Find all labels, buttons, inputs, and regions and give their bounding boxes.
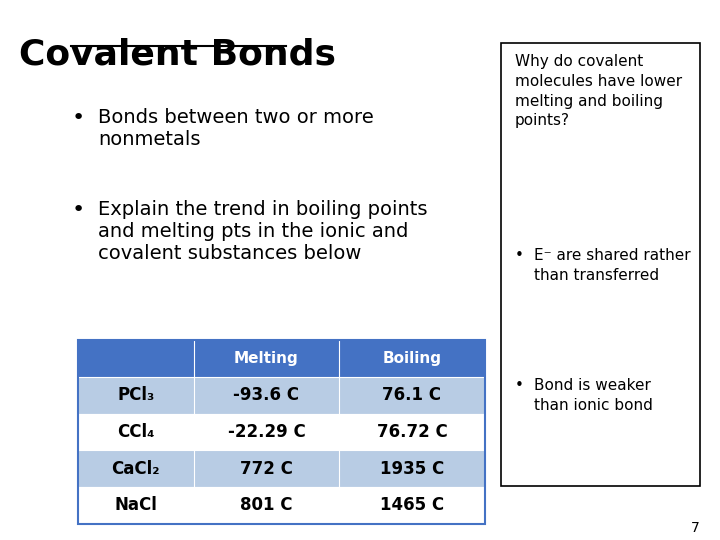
FancyBboxPatch shape [501, 43, 700, 486]
Text: 7: 7 [691, 521, 700, 535]
Text: CaCl₂: CaCl₂ [112, 460, 160, 478]
Text: •: • [71, 108, 84, 128]
FancyBboxPatch shape [78, 340, 485, 377]
Text: 76.72 C: 76.72 C [377, 423, 447, 441]
FancyBboxPatch shape [78, 450, 485, 487]
Text: Why do covalent
molecules have lower
melting and boiling
points?: Why do covalent molecules have lower mel… [515, 54, 682, 129]
Text: •: • [515, 378, 523, 393]
Text: Melting: Melting [234, 351, 299, 366]
Text: 1465 C: 1465 C [380, 496, 444, 515]
Text: 801 C: 801 C [240, 496, 293, 515]
Text: -22.29 C: -22.29 C [228, 423, 305, 441]
Text: •: • [515, 248, 523, 264]
Text: 1935 C: 1935 C [380, 460, 444, 478]
Text: Bond is weaker
than ionic bond: Bond is weaker than ionic bond [534, 378, 653, 413]
Text: NaCl: NaCl [114, 496, 157, 515]
Text: Explain the trend in boiling points
and melting pts in the ionic and
covalent su: Explain the trend in boiling points and … [98, 200, 427, 263]
Text: 76.1 C: 76.1 C [382, 386, 441, 404]
Text: Bonds between two or more
nonmetals: Bonds between two or more nonmetals [98, 108, 374, 149]
FancyBboxPatch shape [78, 487, 485, 524]
FancyBboxPatch shape [78, 414, 485, 450]
Text: E⁻ are shared rather
than transferred: E⁻ are shared rather than transferred [534, 248, 691, 283]
Text: Covalent Bonds: Covalent Bonds [19, 38, 336, 72]
Text: Boiling: Boiling [382, 351, 441, 366]
Text: •: • [71, 200, 84, 220]
Text: PCl₃: PCl₃ [117, 386, 154, 404]
Text: CCl₄: CCl₄ [117, 423, 155, 441]
FancyBboxPatch shape [78, 377, 485, 414]
Text: 772 C: 772 C [240, 460, 293, 478]
Text: -93.6 C: -93.6 C [233, 386, 300, 404]
